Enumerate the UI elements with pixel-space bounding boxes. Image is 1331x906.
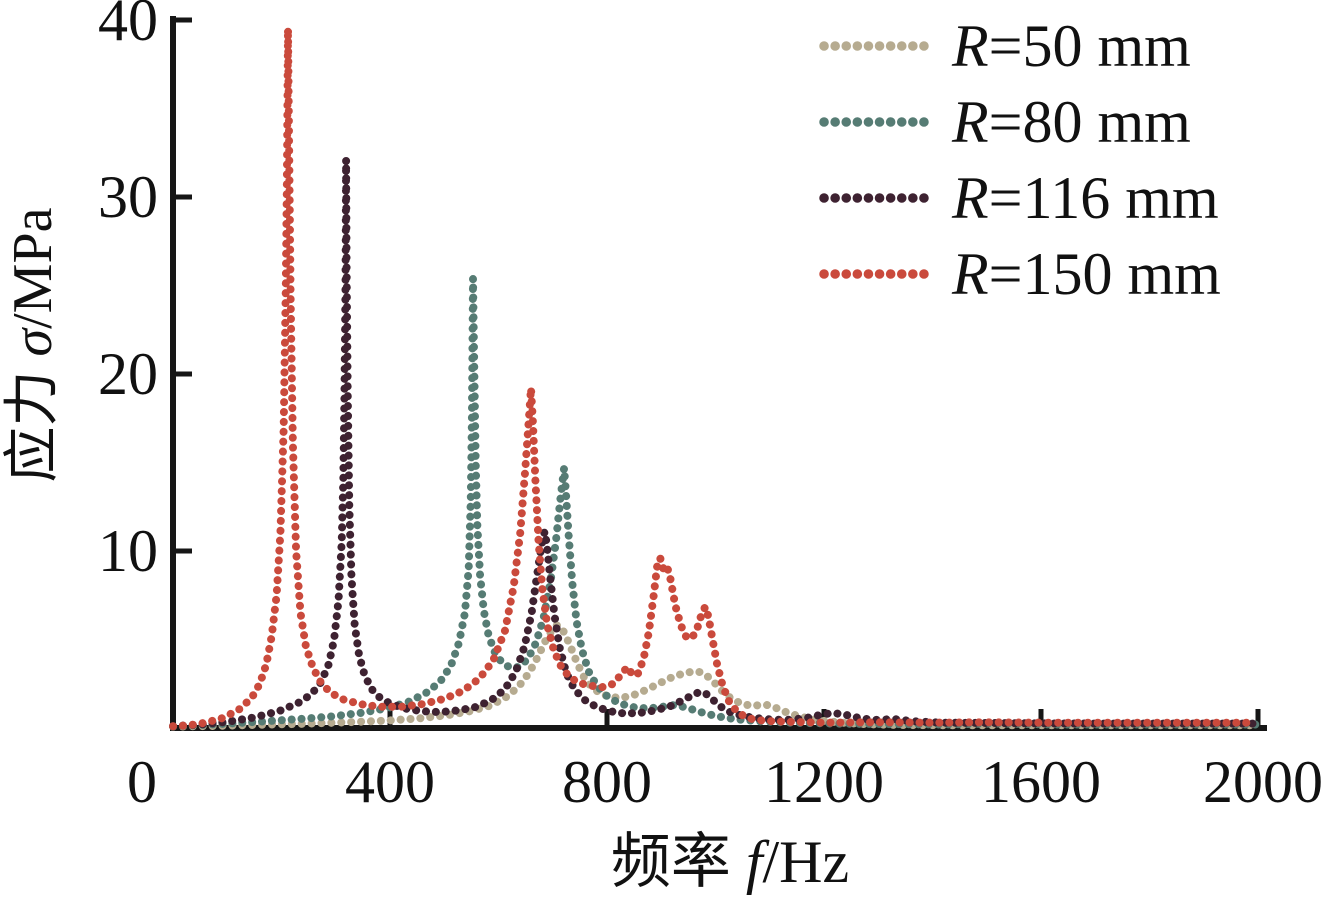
legend-item: R=80 mm: [818, 84, 1221, 160]
sigma-symbol: σ: [2, 328, 64, 357]
y-axis-title: 应力 σ/MPa: [0, 175, 69, 515]
y-tick: [176, 17, 192, 23]
x-tick-label: 0: [127, 749, 157, 815]
x-axis-spine: [170, 725, 1267, 731]
legend-label: R=150 mm: [952, 241, 1221, 307]
x-tick-label: 800: [562, 749, 652, 815]
legend-marker-dotted-line: [819, 269, 929, 279]
frequency-symbol: f: [745, 829, 763, 895]
legend-marker-dotted-line: [819, 117, 929, 127]
x-tick: [1255, 709, 1261, 725]
series-curve-116mm: [169, 155, 1260, 731]
y-axis-title-text: 应力: [2, 356, 64, 483]
y-tick-label: 20: [98, 341, 158, 407]
x-tick-label: 1200: [764, 749, 884, 815]
y-tick-label: 10: [98, 518, 158, 584]
y-axis-spine: [170, 16, 176, 731]
x-tick-label: 400: [345, 749, 435, 815]
legend-item: R=50 mm: [818, 8, 1221, 84]
legend-marker-dotted-line: [819, 193, 929, 203]
series-curve-80mm: [169, 274, 1260, 731]
x-tick-label: 2000: [1203, 749, 1323, 815]
y-tick: [176, 548, 192, 554]
x-tick-label: 1600: [981, 749, 1101, 815]
y-axis-unit: /MPa: [2, 207, 64, 329]
series-curve-150mm: [169, 24, 1260, 731]
x-axis-title-text: 频率: [610, 829, 746, 895]
legend-marker-dotted-line: [819, 41, 929, 51]
x-tick: [604, 709, 610, 725]
legend-item: R=116 mm: [818, 160, 1221, 236]
y-tick: [176, 371, 192, 377]
legend-item: R=150 mm: [818, 236, 1221, 312]
legend-label: R=116 mm: [952, 165, 1219, 231]
legend-label: R=80 mm: [952, 89, 1191, 155]
x-axis-unit: /Hz: [762, 829, 850, 895]
x-tick: [1038, 709, 1044, 725]
x-axis-title: 频率 f/Hz: [430, 824, 1030, 900]
y-tick-label: 30: [98, 164, 158, 230]
legend: R=50 mm R=80 mm R=116 mm R=150 mm: [818, 8, 1221, 312]
y-tick-label: 40: [98, 0, 158, 53]
y-tick: [176, 194, 192, 200]
legend-label: R=50 mm: [952, 13, 1191, 79]
